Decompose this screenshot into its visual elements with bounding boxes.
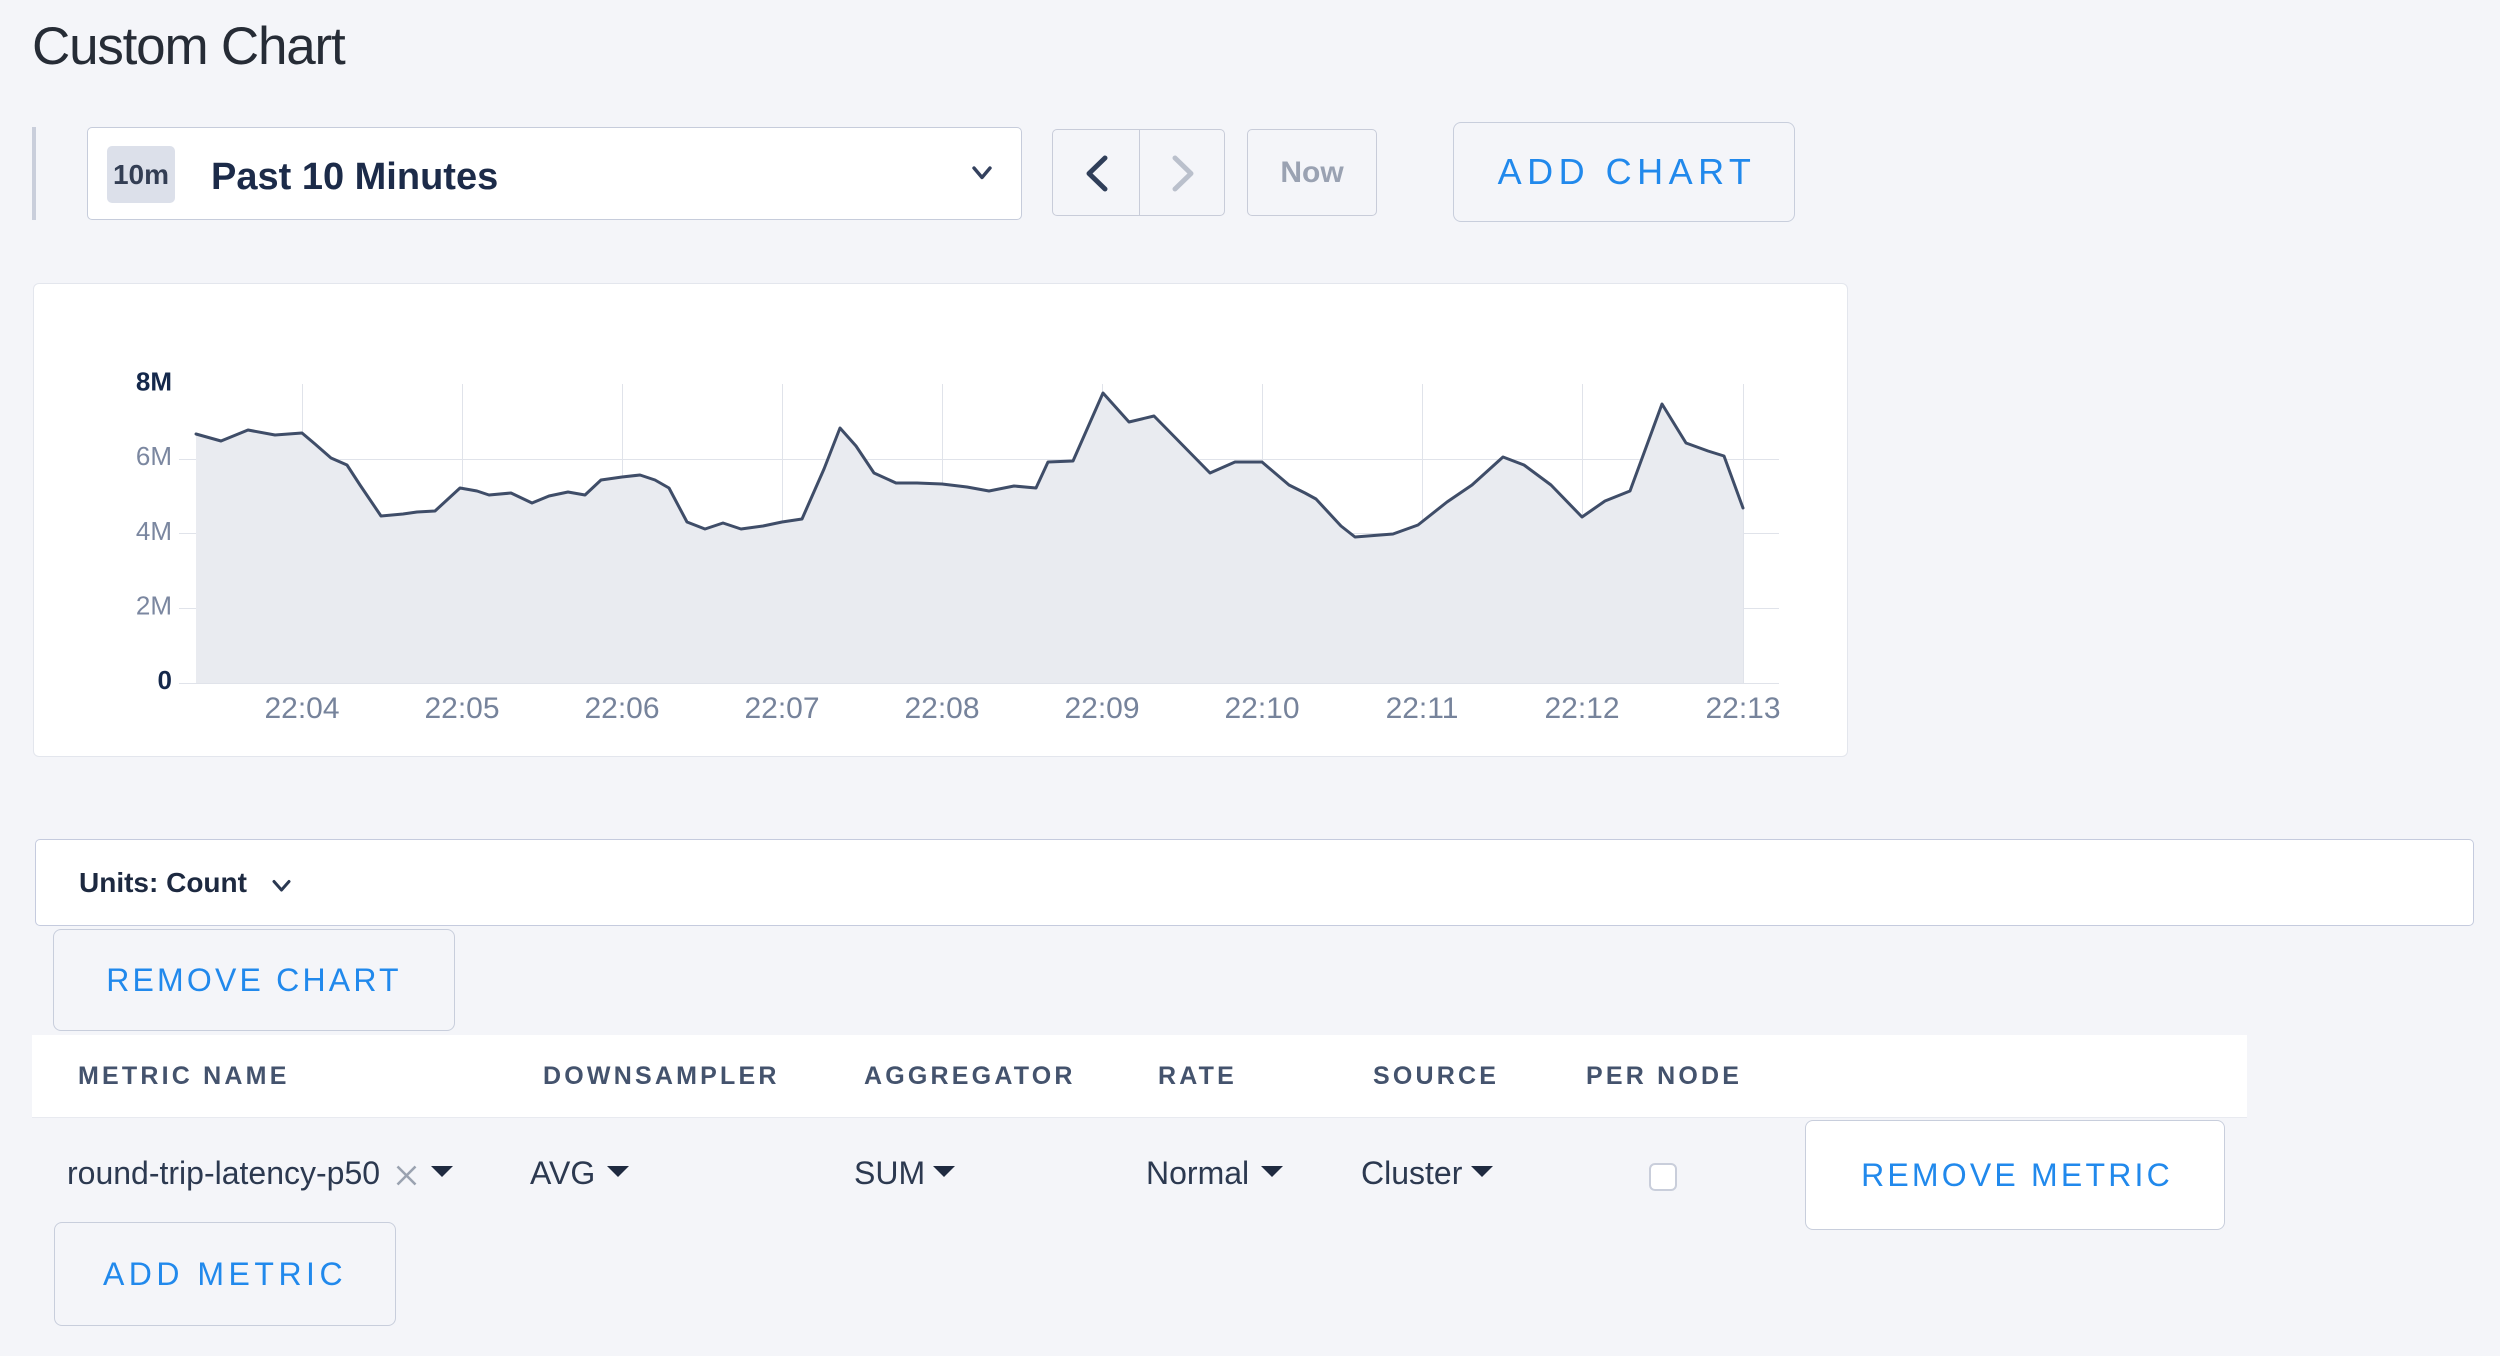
svg-text:22:09: 22:09: [1064, 692, 1139, 725]
svg-text:6M: 6M: [136, 441, 172, 471]
svg-text:22:10: 22:10: [1224, 692, 1299, 725]
svg-text:4M: 4M: [136, 516, 172, 546]
svg-text:22:07: 22:07: [744, 692, 819, 725]
svg-text:22:05: 22:05: [424, 692, 499, 725]
svg-text:22:11: 22:11: [1386, 692, 1459, 725]
svg-text:22:08: 22:08: [904, 692, 979, 725]
svg-text:22:12: 22:12: [1544, 692, 1619, 725]
svg-text:22:06: 22:06: [584, 692, 659, 725]
svg-text:22:04: 22:04: [264, 692, 339, 725]
svg-text:8M: 8M: [136, 367, 172, 397]
svg-text:22:13: 22:13: [1705, 692, 1780, 725]
svg-text:0: 0: [158, 665, 172, 695]
svg-text:2M: 2M: [136, 590, 172, 620]
